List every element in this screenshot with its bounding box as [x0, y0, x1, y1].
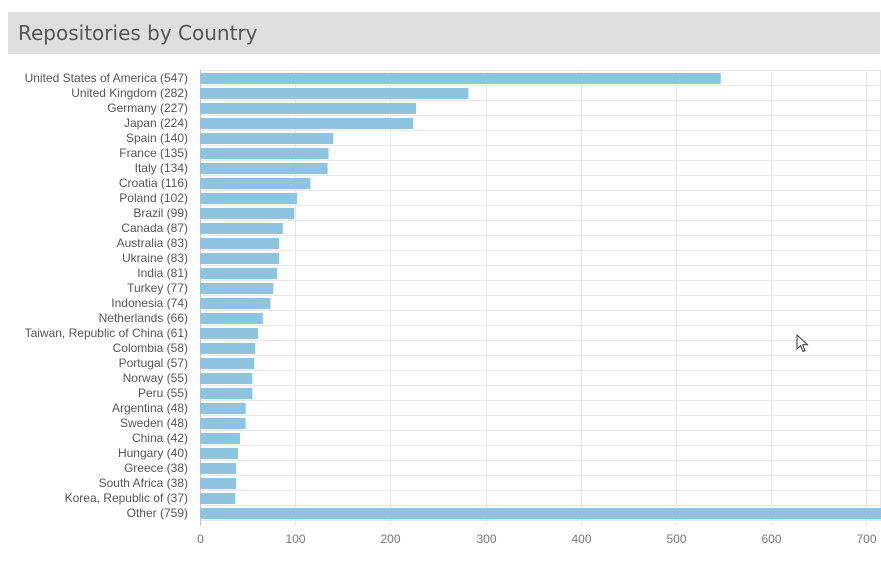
category-label: Ukraine (83) — [122, 251, 188, 265]
category-label: India (81) — [137, 266, 188, 280]
category-label: Hungary (40) — [118, 446, 188, 460]
x-tick-label: 600 — [761, 532, 781, 546]
bar — [200, 178, 311, 189]
category-label: South Africa (38) — [99, 476, 188, 490]
x-tick-label: 500 — [666, 532, 686, 546]
bar — [200, 283, 274, 294]
bar — [200, 493, 236, 504]
bar — [200, 433, 240, 444]
bar — [200, 448, 239, 459]
category-label: Australia (83) — [117, 236, 188, 250]
bar — [200, 223, 283, 234]
bar — [200, 163, 328, 174]
category-label: Japan (224) — [124, 116, 188, 130]
category-label: France (135) — [119, 146, 188, 160]
x-tick-label: 300 — [476, 532, 496, 546]
category-label: Turkey (77) — [127, 281, 188, 295]
bar — [200, 328, 259, 339]
bar — [200, 508, 881, 519]
x-tick-label: 100 — [285, 532, 305, 546]
bar — [200, 403, 246, 414]
bar — [200, 238, 280, 249]
category-label: Netherlands (66) — [99, 311, 188, 325]
bar — [200, 133, 334, 144]
category-label: Norway (55) — [123, 371, 188, 385]
category-label: United States of America (547) — [25, 71, 188, 85]
bar — [200, 298, 271, 309]
x-tick-label: 0 — [197, 532, 204, 546]
category-label: Spain (140) — [126, 131, 188, 145]
chart-title: Repositories by Country — [18, 21, 258, 45]
category-label: China (42) — [132, 431, 188, 445]
category-label: Italy (134) — [135, 161, 188, 175]
bar — [200, 478, 237, 489]
category-labels: United States of America (547)United Kin… — [25, 71, 188, 520]
category-label: Croatia (116) — [119, 176, 188, 190]
bar — [200, 358, 255, 369]
bar — [200, 103, 417, 114]
bar — [200, 118, 414, 129]
category-label: Argentina (48) — [112, 401, 188, 415]
category-label: Other (759) — [127, 506, 188, 520]
bar — [200, 193, 298, 204]
category-label: Portugal (57) — [119, 356, 188, 370]
category-label: Indonesia (74) — [111, 296, 188, 310]
bar — [200, 73, 721, 84]
chart-header: Repositories by Country — [8, 12, 880, 54]
x-tick-label: 700 — [856, 532, 876, 546]
category-label: Sweden (48) — [120, 416, 188, 430]
bar — [200, 253, 280, 264]
category-label: Korea, Republic of (37) — [65, 491, 188, 505]
category-label: Greece (38) — [124, 461, 188, 475]
category-label: Taiwan, Republic of China (61) — [25, 326, 188, 340]
bars-layer — [200, 73, 881, 519]
x-tick-label: 400 — [571, 532, 591, 546]
x-axis-ticks: 0 100 200 300 400 500 600 700 — [197, 532, 877, 546]
category-label: Brazil (99) — [133, 206, 188, 220]
bar — [200, 463, 237, 474]
bar — [200, 388, 253, 399]
bar — [200, 418, 246, 429]
bar — [200, 148, 329, 159]
category-label: United Kingdom (282) — [71, 86, 188, 100]
bar — [200, 268, 278, 279]
category-label: Canada (87) — [121, 221, 188, 235]
category-label: Peru (55) — [138, 386, 188, 400]
category-label: Germany (227) — [107, 101, 188, 115]
x-tick-label: 200 — [380, 532, 400, 546]
category-label: Colombia (58) — [113, 341, 188, 355]
bar — [200, 208, 295, 219]
bar — [200, 88, 469, 99]
mouse-pointer-icon — [796, 334, 809, 353]
bar — [200, 373, 253, 384]
bar — [200, 313, 263, 324]
category-label: Poland (102) — [119, 191, 188, 205]
bar — [200, 343, 256, 354]
